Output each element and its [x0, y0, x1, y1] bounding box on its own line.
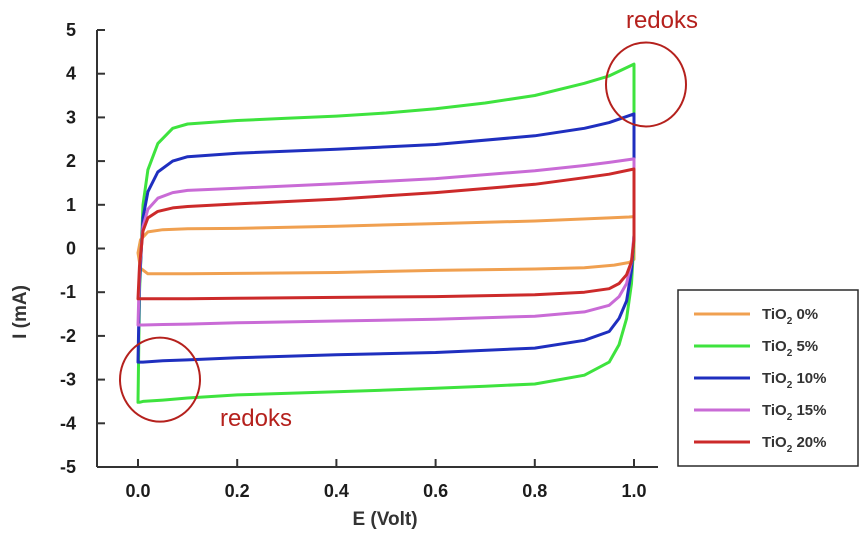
x-tick-label-5: 1.0 — [621, 481, 646, 501]
y-tick-label-8: -3 — [60, 370, 76, 390]
legend-label-2: TiO2 10% — [762, 370, 827, 391]
legend: TiO2 0% TiO2 5% TiO2 10% TiO2 15% TiO2 20% — [677, 289, 859, 467]
x-tick-label-2: 0.4 — [324, 481, 349, 501]
tick-marks: 5 4 3 2 1 0 -1 -2 -3 -4 -5 0.0 0.2 0.4 0.6 0.8 1.0 — [60, 20, 647, 501]
series-line-4 — [136, 167, 636, 301]
redox-label-0: redoks — [626, 7, 698, 34]
y-tick-label-1: 4 — [66, 64, 76, 84]
legend-label-0: TiO2 0% — [762, 306, 818, 327]
x-tick-label-1: 0.2 — [225, 481, 250, 501]
redox-circle-1 — [119, 336, 201, 423]
y-tick-label-10: -5 — [60, 457, 76, 477]
y-tick-label-2: 3 — [66, 107, 76, 127]
axes — [96, 30, 658, 468]
legend-label-3: TiO2 15% — [762, 402, 827, 423]
series-line-3 — [136, 157, 636, 327]
series-line-0 — [136, 215, 636, 276]
x-tick-label-3: 0.6 — [423, 481, 448, 501]
x-axis-label: E (Volt) — [352, 509, 417, 530]
legend-label-1: TiO2 5% — [762, 338, 818, 359]
legend-label-4: TiO2 20% — [762, 434, 827, 455]
y-tick-label-4: 1 — [66, 195, 76, 215]
x-tick-label-0: 0.0 — [125, 481, 150, 501]
y-tick-label-5: 0 — [66, 239, 76, 259]
x-tick-label-4: 0.8 — [522, 481, 547, 501]
y-tick-label-6: -1 — [60, 282, 76, 302]
y-tick-label-0: 5 — [66, 20, 76, 40]
annotations: redoks redoks — [119, 7, 698, 432]
series-line-1 — [136, 62, 636, 404]
y-tick-label-3: 2 — [66, 151, 76, 171]
series-lines — [136, 62, 636, 404]
y-axis-label: I (mA) — [10, 285, 31, 339]
y-tick-label-9: -4 — [60, 413, 76, 433]
redox-circle-0 — [605, 41, 687, 128]
y-tick-label-7: -2 — [60, 326, 76, 346]
redox-label-1: redoks — [220, 405, 292, 432]
